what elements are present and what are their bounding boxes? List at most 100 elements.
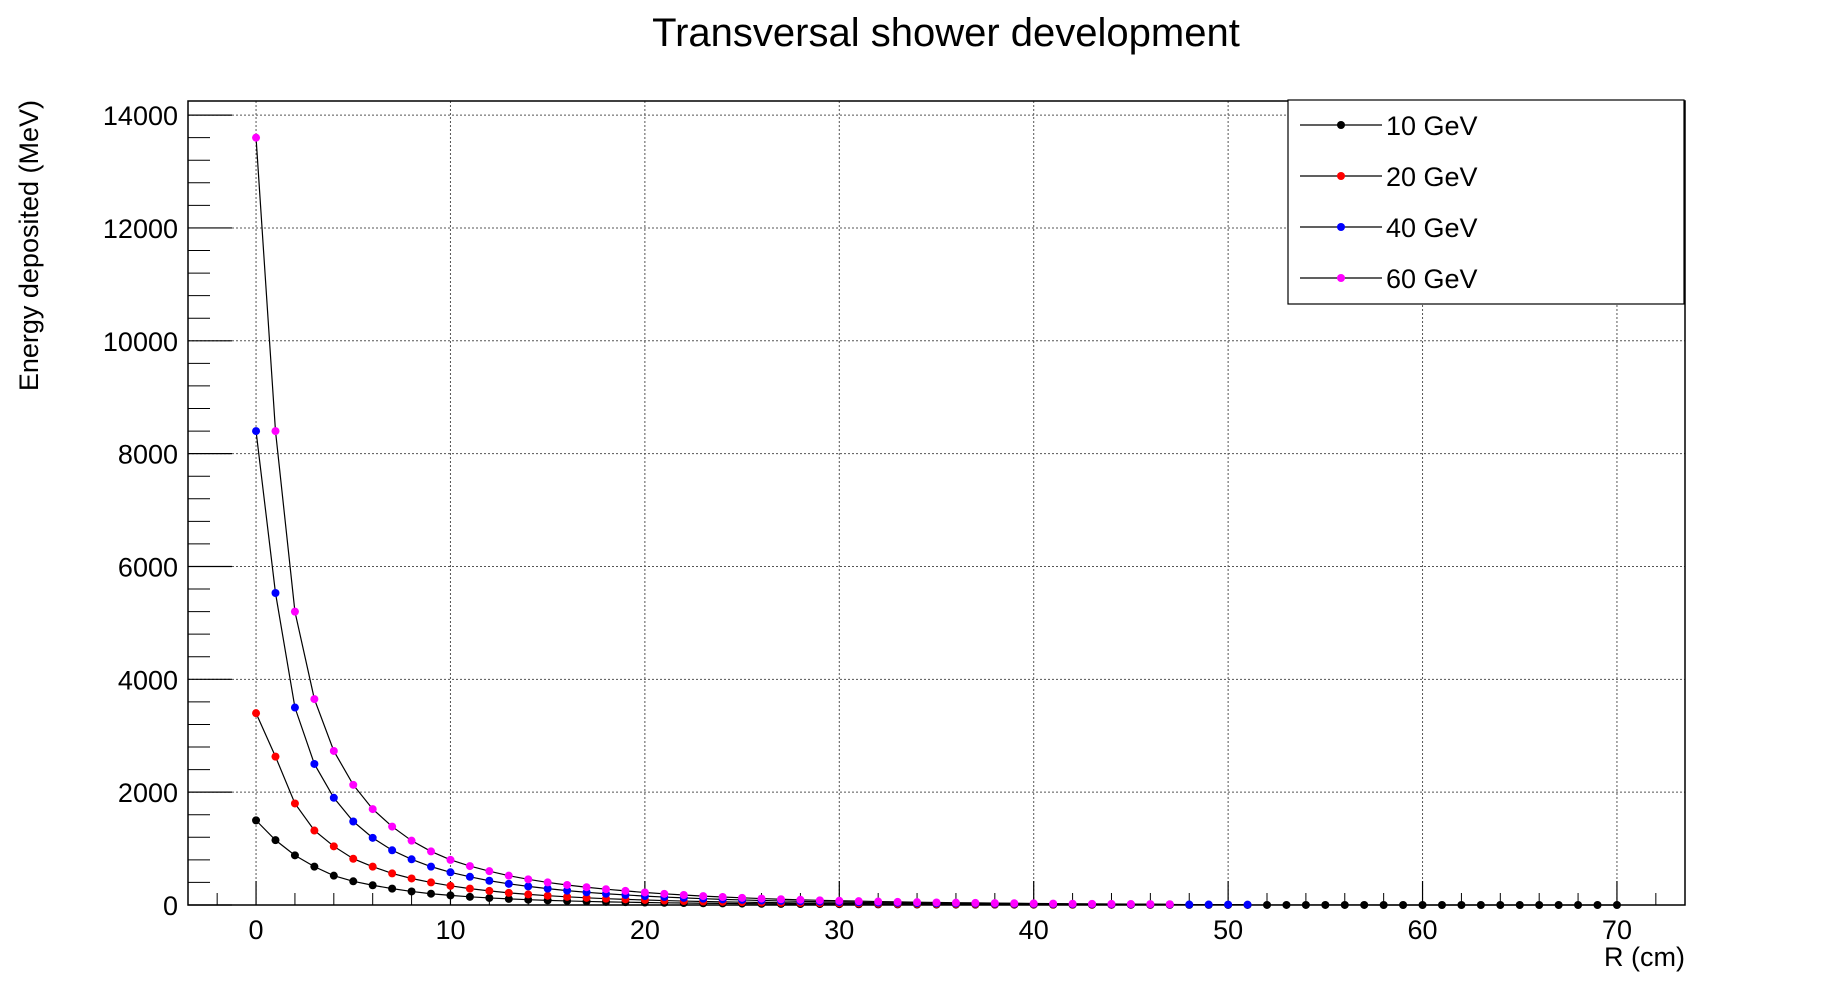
data-point-40-gev (524, 882, 533, 891)
data-point-20-gev (563, 892, 572, 901)
data-point-60-gev (990, 899, 999, 908)
data-point-10-gev (1457, 901, 1466, 909)
legend-box (1287, 99, 1685, 305)
series-60-gev (252, 133, 1174, 909)
data-point-10-gev (1496, 901, 1505, 909)
data-point-60-gev (1029, 899, 1038, 908)
data-point-60-gev (1126, 900, 1135, 909)
data-point-60-gev (951, 898, 960, 907)
data-point-10-gev (271, 836, 280, 845)
series-40-gev (252, 427, 1252, 909)
y-tick-label: 12000 (103, 214, 178, 244)
data-point-10-gev (485, 893, 494, 902)
x-tick-label: 10 (435, 915, 465, 945)
data-point-20-gev (427, 878, 436, 887)
data-point-60-gev (446, 855, 455, 864)
data-point-60-gev (271, 427, 280, 436)
data-point-20-gev (504, 888, 513, 897)
data-point-10-gev (310, 862, 319, 871)
data-point-10-gev (1321, 900, 1330, 909)
data-point-10-gev (1263, 900, 1272, 909)
x-tick-label: 0 (249, 915, 264, 945)
data-point-20-gev (446, 881, 455, 890)
data-point-10-gev (388, 884, 397, 893)
data-point-60-gev (679, 891, 688, 900)
data-point-60-gev (932, 898, 941, 907)
data-point-20-gev (465, 884, 474, 893)
data-point-60-gev (1088, 899, 1097, 908)
data-point-10-gev (1340, 900, 1349, 909)
data-point-60-gev (913, 898, 922, 907)
data-point-60-gev (776, 895, 785, 904)
data-point-20-gev (407, 874, 416, 883)
chart-title: Transversal shower development (652, 11, 1240, 55)
data-point-60-gev (815, 896, 824, 905)
legend-item-60-gev: 60 GeV (1300, 264, 1478, 294)
y-tick-label: 2000 (118, 778, 178, 808)
data-point-40-gev (543, 884, 552, 893)
data-point-60-gev (524, 875, 533, 884)
data-point-60-gev (349, 780, 358, 789)
data-point-20-gev (271, 752, 280, 761)
data-point-20-gev (485, 886, 494, 895)
data-point-10-gev (446, 891, 455, 900)
data-point-10-gev (465, 892, 474, 901)
data-point-60-gev (252, 133, 261, 142)
data-point-10-gev (252, 816, 261, 825)
y-tick-label: 4000 (118, 665, 178, 695)
legend-label: 10 GeV (1386, 111, 1478, 141)
data-point-40-gev (446, 868, 455, 877)
y-tick-label: 6000 (118, 552, 178, 582)
data-point-60-gev (1010, 899, 1019, 908)
data-point-60-gev (1068, 899, 1077, 908)
data-point-40-gev (329, 793, 338, 802)
data-point-40-gev (563, 886, 572, 895)
y-tick-label: 14000 (103, 101, 178, 131)
data-point-60-gev (368, 805, 377, 814)
series-line-40-gev (255, 430, 1248, 906)
data-point-60-gev (504, 871, 513, 880)
data-point-60-gev (563, 880, 572, 889)
data-point-10-gev (1301, 900, 1310, 909)
data-point-10-gev (1418, 901, 1427, 909)
y-tick-label: 8000 (118, 440, 178, 470)
legend-label: 20 GeV (1386, 162, 1478, 192)
data-point-40-gev (1204, 900, 1213, 909)
series-line-60-gev (255, 137, 1170, 905)
legend-marker (1337, 121, 1345, 129)
data-point-60-gev (854, 897, 863, 906)
data-point-60-gev (835, 896, 844, 905)
x-tick-label: 70 (1602, 915, 1632, 945)
data-point-20-gev (290, 799, 299, 808)
data-point-60-gev (1165, 900, 1174, 909)
data-point-40-gev (349, 817, 358, 826)
data-point-40-gev (252, 427, 261, 436)
x-axis-label: R (cm) (1604, 942, 1685, 972)
data-point-10-gev (1282, 900, 1291, 909)
data-point-10-gev (1515, 901, 1524, 909)
x-tick-label: 50 (1213, 915, 1243, 945)
data-point-10-gev (407, 887, 416, 896)
data-point-60-gev (582, 883, 591, 892)
x-tick-label: 20 (630, 915, 660, 945)
data-point-60-gev (738, 893, 747, 902)
data-point-60-gev (329, 746, 338, 755)
data-point-60-gev (796, 895, 805, 904)
data-point-60-gev (874, 897, 883, 906)
data-point-40-gev (310, 759, 319, 768)
data-point-40-gev (388, 846, 397, 855)
y-axis-label: Energy deposited (MeV) (14, 100, 44, 391)
data-point-20-gev (524, 890, 533, 899)
data-point-40-gev (407, 855, 416, 864)
data-point-60-gev (1146, 900, 1155, 909)
data-point-60-gev (1049, 899, 1058, 908)
data-point-40-gev (368, 833, 377, 842)
data-point-40-gev (485, 876, 494, 885)
data-point-10-gev (1574, 901, 1583, 909)
data-point-10-gev (329, 871, 338, 880)
legend-label: 40 GeV (1386, 213, 1478, 243)
data-point-40-gev (271, 588, 280, 597)
series-20-gev (252, 709, 1174, 909)
data-point-60-gev (1107, 899, 1116, 908)
